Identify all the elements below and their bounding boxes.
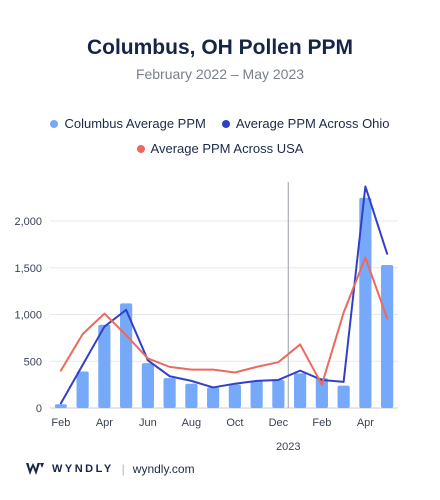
legend-row-2: Average PPM Across USA <box>0 141 440 156</box>
legend-label-columbus: Columbus Average PPM <box>64 116 206 131</box>
pollen-chart: 0 500 1,000 1,500 2,000 Feb Apr Jun Aug Oct Dec Feb… <box>14 182 398 453</box>
bar <box>272 379 285 408</box>
bar <box>76 371 89 408</box>
site-url: wyndly.com <box>132 462 195 476</box>
bar <box>163 378 176 408</box>
x-tick-label: Apr <box>357 417 374 429</box>
legend-item-ohio: Average PPM Across Ohio <box>221 116 390 131</box>
series-line <box>59 256 389 386</box>
bar <box>294 373 307 408</box>
legend-swatch-usa <box>136 144 145 153</box>
series-line <box>59 185 389 405</box>
brand-name: WYNDLY <box>52 463 114 475</box>
bar <box>141 363 154 408</box>
y-tick-label: 1,000 <box>14 310 42 322</box>
legend-item-columbus: Columbus Average PPM <box>50 116 206 131</box>
wyndly-logo-icon <box>26 463 44 475</box>
chart-title: Columbus, OH Pollen PPM <box>86 36 354 59</box>
x-tick-label: Oct <box>226 417 243 429</box>
bar <box>185 383 198 408</box>
legend-item-usa: Average PPM Across USA <box>136 141 304 156</box>
bar <box>359 197 372 408</box>
bar <box>315 378 328 408</box>
bar <box>207 387 220 408</box>
y-tick-label: 500 <box>24 356 42 368</box>
legend-label-ohio: Average PPM Across Ohio <box>235 116 390 131</box>
x-tick-label: Jun <box>139 417 157 429</box>
x-tick-label: Dec <box>269 417 289 429</box>
legend-row-1: Columbus Average PPM Average PPM Across … <box>0 116 440 131</box>
x-tick-label: Feb <box>312 417 331 429</box>
bar <box>98 324 111 408</box>
y-tick-label: 1,500 <box>14 263 42 275</box>
footer-separator: | <box>121 462 125 476</box>
year-marker-label: 2023 <box>276 441 300 453</box>
y-tick-label: 2,000 <box>14 216 42 228</box>
legend-label-usa: Average PPM Across USA <box>150 141 304 156</box>
bar <box>228 384 241 408</box>
bar <box>120 303 133 408</box>
x-tick-label: Feb <box>51 417 70 429</box>
y-tick-label: 0 <box>36 403 42 415</box>
chart-subtitle: February 2022 – May 2023 <box>135 66 305 82</box>
footer: WYNDLY | wyndly.com <box>26 462 195 476</box>
legend-swatch-ohio <box>221 119 230 128</box>
bar <box>54 404 67 408</box>
legend-swatch-columbus <box>50 119 59 128</box>
x-tick-label: Apr <box>96 417 113 429</box>
bar <box>381 264 394 408</box>
bar <box>250 380 263 408</box>
bar <box>337 385 350 408</box>
x-tick-label: Aug <box>182 417 202 429</box>
